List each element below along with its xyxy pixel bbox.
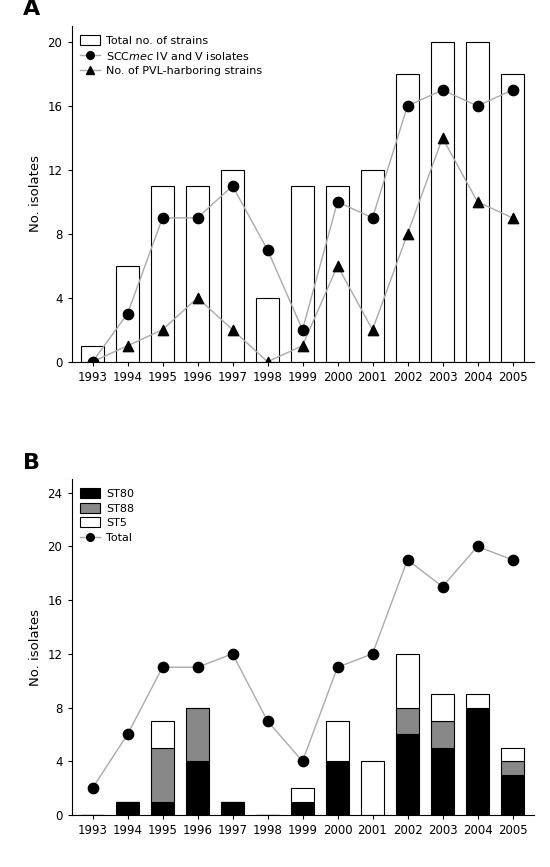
Bar bbox=[186, 761, 209, 815]
Point bbox=[193, 211, 202, 225]
Point bbox=[403, 99, 412, 113]
Point bbox=[123, 339, 132, 353]
Point bbox=[333, 661, 342, 675]
Text: B: B bbox=[23, 453, 40, 473]
Bar bbox=[466, 707, 489, 815]
Point bbox=[193, 290, 202, 304]
Point bbox=[263, 714, 272, 728]
Point bbox=[403, 227, 412, 241]
Bar bbox=[431, 721, 454, 748]
Point bbox=[298, 339, 307, 353]
Bar bbox=[221, 802, 244, 815]
Bar bbox=[151, 748, 174, 802]
Point bbox=[403, 553, 412, 567]
Bar bbox=[256, 297, 279, 362]
Bar bbox=[466, 694, 489, 707]
Point bbox=[123, 727, 132, 741]
Point bbox=[88, 355, 97, 368]
Bar bbox=[326, 721, 349, 761]
Point bbox=[263, 243, 272, 257]
Point bbox=[438, 131, 447, 145]
Bar bbox=[291, 788, 314, 802]
Bar bbox=[466, 42, 489, 362]
Y-axis label: No. isolates: No. isolates bbox=[29, 609, 42, 686]
Bar bbox=[116, 266, 139, 362]
Bar bbox=[396, 74, 419, 362]
Bar bbox=[326, 761, 349, 815]
Bar bbox=[151, 721, 174, 748]
Point bbox=[473, 195, 482, 209]
Point bbox=[88, 355, 97, 368]
Bar bbox=[291, 802, 314, 815]
Point bbox=[508, 211, 517, 225]
Point bbox=[333, 259, 342, 273]
Bar bbox=[81, 346, 104, 362]
Bar bbox=[431, 748, 454, 815]
Point bbox=[473, 539, 482, 553]
Point bbox=[368, 323, 377, 336]
Point bbox=[333, 195, 342, 209]
Bar bbox=[396, 734, 419, 815]
Point bbox=[508, 553, 517, 567]
Point bbox=[438, 580, 447, 594]
Bar bbox=[361, 170, 384, 362]
Point bbox=[508, 83, 517, 97]
Point bbox=[263, 355, 272, 368]
Bar bbox=[151, 186, 174, 362]
Bar bbox=[186, 707, 209, 761]
Point bbox=[368, 211, 377, 225]
Bar bbox=[501, 748, 524, 761]
Point bbox=[193, 661, 202, 675]
Point bbox=[228, 323, 237, 336]
Bar bbox=[291, 186, 314, 362]
Bar bbox=[501, 74, 524, 362]
Point bbox=[158, 211, 167, 225]
Point bbox=[123, 307, 132, 321]
Bar bbox=[221, 170, 244, 362]
Bar bbox=[396, 707, 419, 734]
Point bbox=[158, 661, 167, 675]
Point bbox=[298, 754, 307, 768]
Bar bbox=[501, 775, 524, 815]
Point bbox=[438, 83, 447, 97]
Bar bbox=[361, 761, 384, 815]
Point bbox=[228, 647, 237, 661]
Bar bbox=[151, 802, 174, 815]
Bar bbox=[186, 186, 209, 362]
Point bbox=[228, 179, 237, 192]
Point bbox=[158, 323, 167, 336]
Legend: Total no. of strains, SCC$\it{mec}$ IV and V isolates, No. of PVL-harboring stra: Total no. of strains, SCC$\it{mec}$ IV a… bbox=[77, 31, 266, 80]
Point bbox=[88, 781, 97, 795]
Bar bbox=[431, 42, 454, 362]
Bar bbox=[116, 802, 139, 815]
Text: A: A bbox=[23, 0, 40, 19]
Bar bbox=[396, 654, 419, 707]
Point bbox=[368, 647, 377, 661]
Y-axis label: No. isolates: No. isolates bbox=[29, 155, 42, 232]
Bar bbox=[326, 186, 349, 362]
Legend: ST80, ST88, ST5, Total: ST80, ST88, ST5, Total bbox=[77, 485, 138, 546]
Bar bbox=[501, 761, 524, 775]
Bar bbox=[431, 694, 454, 721]
Point bbox=[298, 323, 307, 336]
Point bbox=[473, 99, 482, 113]
